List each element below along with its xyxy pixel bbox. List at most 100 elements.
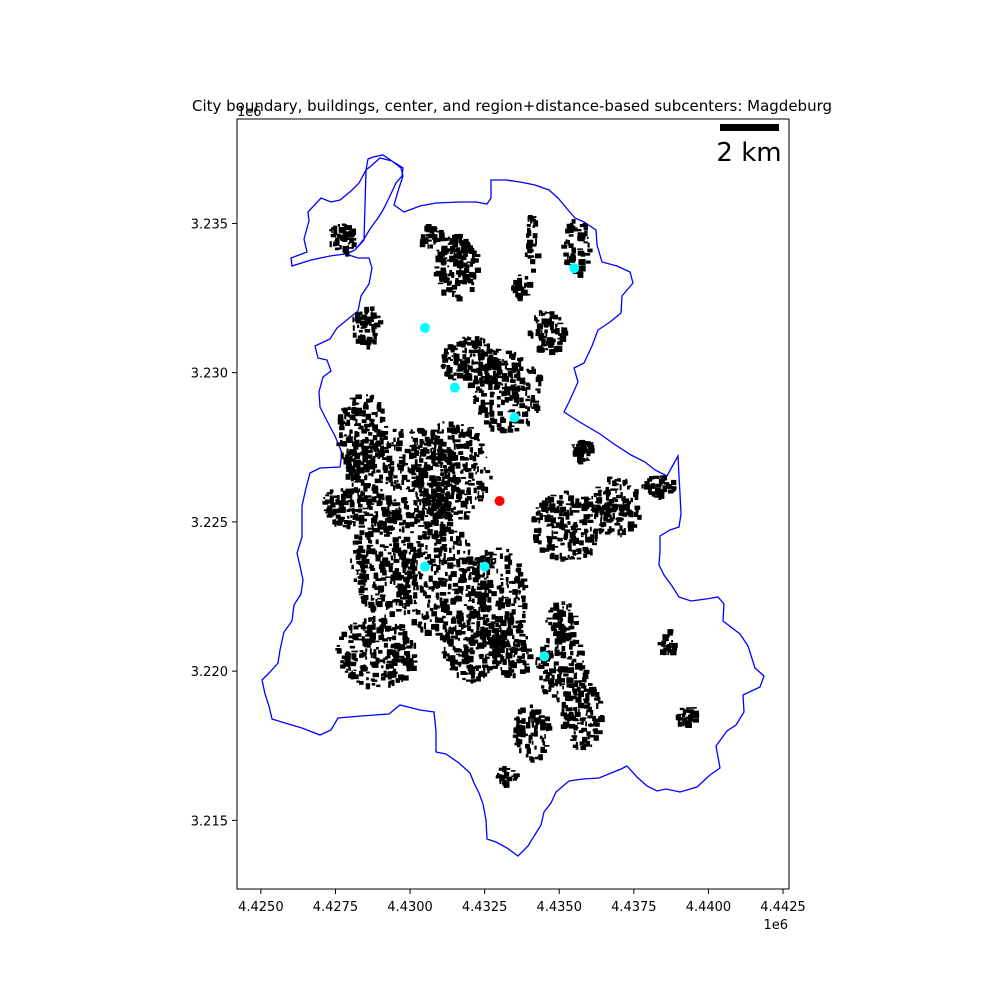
- building-footprint: [538, 336, 544, 341]
- building-footprint: [357, 580, 365, 585]
- building-footprint: [389, 651, 394, 655]
- building-footprint: [473, 632, 479, 638]
- building-footprint: [469, 650, 475, 655]
- building-footprint: [586, 709, 588, 714]
- building-footprint: [478, 388, 483, 393]
- building-footprint: [471, 622, 475, 625]
- building-footprint: [411, 476, 416, 479]
- building-footprint: [577, 272, 584, 278]
- building-footprint: [461, 245, 467, 251]
- building-footprint: [555, 325, 557, 330]
- building-footprint: [510, 368, 516, 374]
- building-footprint: [387, 671, 392, 675]
- building-footprint: [550, 494, 557, 497]
- building-footprint: [541, 338, 546, 344]
- building-footprint: [603, 516, 608, 522]
- building-footprint: [618, 512, 625, 516]
- building-footprint: [600, 522, 604, 528]
- building-footprint: [449, 270, 452, 277]
- building-footprint: [330, 502, 336, 508]
- building-footprint: [416, 441, 418, 446]
- building-footprint: [672, 488, 676, 492]
- building-footprint: [605, 514, 612, 517]
- building-footprint: [452, 545, 455, 550]
- building-footprint: [514, 644, 519, 647]
- building-footprint: [569, 510, 574, 516]
- building-footprint: [393, 553, 396, 559]
- building-footprint: [456, 369, 463, 372]
- building-footprint: [393, 499, 397, 502]
- building-footprint: [441, 635, 447, 640]
- building-footprint: [372, 605, 376, 611]
- building-footprint: [657, 642, 664, 646]
- building-footprint: [617, 529, 620, 536]
- building-footprint: [373, 649, 377, 653]
- building-footprint: [403, 610, 406, 616]
- building-footprint: [608, 507, 615, 512]
- building-footprint: [511, 285, 514, 288]
- building-footprint: [366, 549, 369, 556]
- building-footprint: [519, 582, 525, 586]
- building-footprint: [582, 265, 586, 272]
- building-footprint: [380, 577, 387, 581]
- building-footprint: [609, 515, 612, 519]
- building-footprint: [666, 646, 671, 649]
- building-footprint: [567, 255, 569, 262]
- building-footprint: [409, 431, 415, 434]
- building-footprint: [349, 432, 351, 439]
- building-footprint: [558, 513, 563, 517]
- building-footprint: [484, 363, 490, 368]
- building-footprint: [360, 480, 365, 486]
- building-footprint: [337, 520, 343, 526]
- building-footprint: [483, 380, 490, 383]
- building-footprint: [482, 572, 486, 576]
- building-footprint: [573, 454, 579, 457]
- building-footprint: [372, 324, 378, 327]
- building-footprint: [604, 515, 607, 518]
- building-footprint: [385, 531, 392, 535]
- building-footprint: [371, 662, 375, 667]
- building-footprint: [572, 707, 577, 711]
- building-footprint: [384, 548, 387, 551]
- building-footprint: [519, 658, 522, 664]
- building-footprint: [399, 628, 406, 631]
- building-footprint: [479, 346, 481, 352]
- building-footprint: [415, 491, 418, 495]
- building-footprint: [413, 592, 418, 599]
- building-footprint: [575, 696, 582, 703]
- building-footprint: [544, 726, 548, 730]
- building-footprint: [470, 368, 477, 373]
- building-footprint: [460, 501, 467, 508]
- building-footprint: [460, 470, 464, 474]
- building-footprint: [458, 516, 463, 520]
- building-footprint: [333, 242, 338, 247]
- building-footprint: [441, 367, 445, 369]
- building-footprint: [513, 641, 516, 647]
- building-footprint: [447, 638, 454, 642]
- building-footprint: [478, 361, 484, 366]
- building-footprint: [398, 632, 405, 636]
- building-footprint: [423, 237, 429, 242]
- building-footprint: [620, 532, 622, 538]
- building-footprint: [478, 642, 485, 649]
- building-footprint: [372, 530, 379, 532]
- building-footprint: [433, 243, 436, 245]
- building-footprint: [572, 735, 577, 741]
- building-footprint: [424, 461, 428, 467]
- building-footprint: [364, 425, 368, 430]
- subcenter-marker: [539, 651, 550, 662]
- building-footprint: [465, 243, 470, 246]
- building-footprint: [467, 441, 472, 447]
- building-footprint: [568, 243, 574, 248]
- building-footprint: [508, 559, 513, 566]
- building-footprint: [360, 320, 366, 326]
- building-footprint: [459, 531, 465, 538]
- building-footprint: [578, 730, 584, 734]
- building-footprint: [552, 683, 556, 686]
- building-footprint: [376, 627, 382, 634]
- building-footprint: [548, 668, 556, 672]
- building-footprint: [563, 511, 569, 517]
- building-footprint: [529, 704, 533, 709]
- building-footprint: [563, 638, 570, 642]
- building-footprint: [609, 528, 615, 532]
